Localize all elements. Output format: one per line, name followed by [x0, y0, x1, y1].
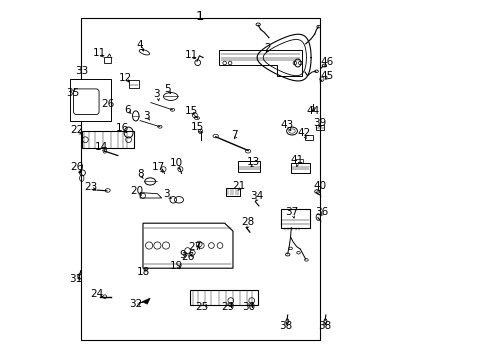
Text: 10: 10: [169, 158, 183, 168]
Text: 17: 17: [152, 162, 165, 172]
Text: 44: 44: [305, 106, 319, 116]
Text: 22: 22: [70, 125, 83, 135]
Bar: [70, 79, 111, 121]
Bar: [189, 290, 258, 305]
Bar: [81, 18, 320, 340]
Text: 26: 26: [101, 99, 114, 109]
Text: 31: 31: [69, 274, 82, 284]
Bar: [291, 163, 309, 173]
Text: 28: 28: [240, 217, 253, 228]
Bar: [81, 131, 134, 148]
Text: 11: 11: [184, 50, 198, 60]
Text: 21: 21: [232, 181, 245, 192]
Text: 33: 33: [75, 66, 88, 76]
Text: 26: 26: [182, 252, 195, 262]
Text: 39: 39: [313, 118, 326, 128]
Text: 42: 42: [297, 128, 310, 138]
Text: 12: 12: [119, 73, 132, 84]
Text: 16: 16: [115, 123, 128, 133]
Text: 41: 41: [289, 155, 303, 165]
Text: 27: 27: [188, 242, 201, 252]
Text: 34: 34: [249, 191, 263, 201]
Text: 1: 1: [195, 10, 203, 23]
Bar: [225, 188, 240, 196]
Bar: [305, 135, 312, 140]
Text: 25: 25: [195, 302, 208, 312]
Text: 7: 7: [231, 130, 237, 140]
Text: 9: 9: [179, 250, 185, 260]
Text: 4: 4: [137, 40, 143, 50]
Text: 19: 19: [170, 261, 183, 271]
Text: 20: 20: [130, 186, 143, 196]
Text: 6: 6: [124, 105, 131, 115]
Text: 45: 45: [320, 71, 333, 81]
Text: 38: 38: [317, 321, 330, 331]
Text: 36: 36: [315, 207, 328, 217]
Text: 23: 23: [84, 182, 98, 192]
Text: 18: 18: [136, 267, 149, 277]
Text: 38: 38: [278, 321, 291, 331]
Text: 46: 46: [320, 57, 333, 67]
Text: 43: 43: [280, 120, 293, 130]
Text: 3: 3: [163, 189, 169, 199]
Text: 32: 32: [129, 299, 142, 309]
Text: 14: 14: [94, 142, 108, 152]
Bar: [280, 209, 309, 228]
Text: 2: 2: [264, 42, 271, 53]
Text: 35: 35: [66, 88, 79, 98]
Bar: [294, 159, 302, 163]
Text: 3: 3: [143, 111, 150, 121]
Text: 30: 30: [242, 302, 255, 312]
Polygon shape: [142, 298, 150, 304]
Bar: [128, 80, 139, 88]
Text: 26: 26: [70, 162, 83, 172]
Bar: [238, 161, 260, 172]
Text: 24: 24: [90, 289, 103, 300]
Text: 37: 37: [285, 207, 298, 217]
Text: 29: 29: [221, 302, 234, 312]
Text: 40: 40: [313, 181, 326, 191]
Text: 3: 3: [153, 89, 160, 99]
Text: 13: 13: [246, 157, 259, 167]
Bar: [315, 125, 324, 130]
Text: 11: 11: [92, 48, 105, 58]
Text: 5: 5: [163, 84, 170, 94]
Text: 8: 8: [137, 169, 143, 179]
Text: 15: 15: [190, 122, 203, 132]
Text: 15: 15: [184, 106, 198, 116]
